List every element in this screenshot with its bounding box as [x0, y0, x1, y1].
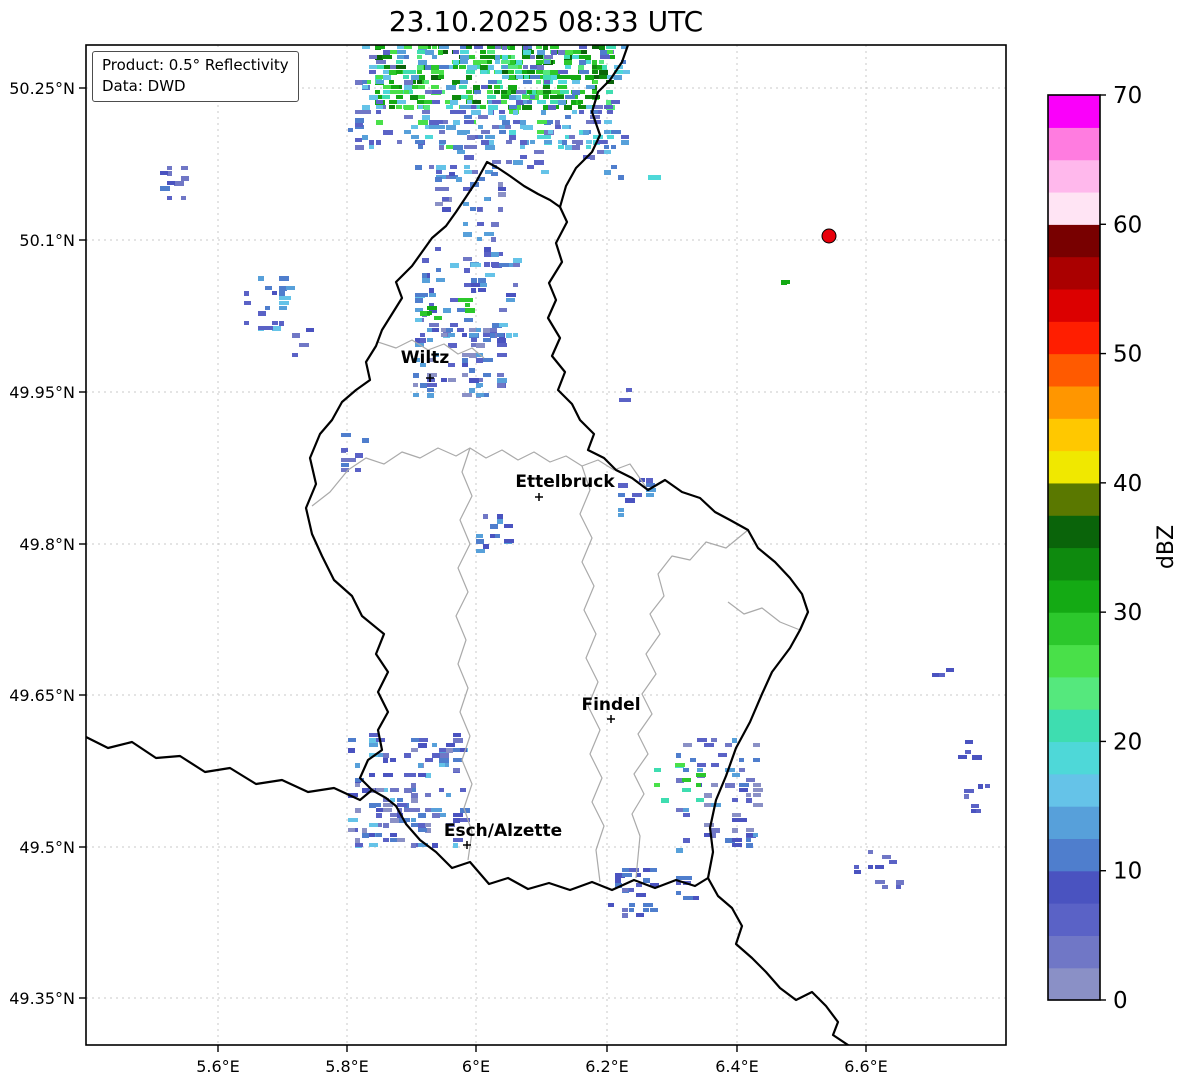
colorbar-tick-label: 70: [1113, 83, 1142, 109]
colorbar-band: [1048, 127, 1100, 161]
lon-tick-label: 6.6°E: [844, 1057, 888, 1076]
country-border-line: [558, 45, 630, 209]
lon-tick-label: 5.8°E: [325, 1057, 369, 1076]
product-info-line: Product: 0.5° Reflectivity: [102, 56, 289, 74]
city-plus-marker: [426, 374, 434, 382]
colorbar-band: [1048, 547, 1100, 581]
plot-title: 23.10.2025 08:33 UTC: [388, 5, 704, 38]
lat-tick-label: 49.35°N: [9, 989, 75, 1008]
colorbar-band: [1048, 353, 1100, 387]
grid-lines: [86, 45, 1006, 1045]
lat-tick-label: 49.5°N: [19, 838, 75, 857]
lon-tick-label: 5.6°E: [196, 1057, 240, 1076]
city-plus-marker: [607, 715, 615, 723]
city-label: Findel: [581, 695, 640, 715]
colorbar-band: [1048, 191, 1100, 225]
country-border-line: [706, 876, 850, 1045]
colorbar-band: [1048, 256, 1100, 290]
country-borders: [86, 45, 850, 1045]
product-info-box: Product: 0.5° Reflectivity Data: DWD: [92, 51, 299, 103]
colorbar-band: [1048, 515, 1100, 549]
radar-site-dot: [821, 228, 837, 244]
colorbar-tick-label: 50: [1113, 342, 1142, 368]
colorbar-tick-label: 20: [1113, 729, 1142, 755]
colorbar-band: [1048, 482, 1100, 516]
colorbar-band: [1048, 450, 1100, 484]
colorbar-band: [1048, 838, 1100, 872]
colorbar-outline: [1047, 94, 1101, 1001]
lat-tick-label: 49.95°N: [9, 383, 75, 402]
colorbar-band: [1048, 385, 1100, 419]
colorbar-tick-label: 40: [1113, 471, 1142, 497]
district-border-line: [631, 529, 749, 879]
colorbar-unit-label: dBZ: [1153, 524, 1179, 570]
colorbar-band: [1048, 676, 1100, 710]
colorbar-band: [1048, 321, 1100, 355]
colorbar-band: [1048, 870, 1100, 904]
district-border-line: [377, 339, 485, 359]
lat-tick-label: 50.1°N: [19, 231, 75, 250]
colorbar-band: [1048, 709, 1100, 743]
colorbar: 0 10 20 30 40 50 60 70: [1047, 83, 1142, 1014]
district-border-line: [579, 465, 605, 883]
axis-ticks-and-labels: 50.25°N 50.1°N 49.95°N 49.8°N 49.65°N 49.5°N 4…: [9, 79, 888, 1076]
country-border-line: [86, 735, 374, 802]
colorbar-band: [1048, 579, 1100, 613]
lat-tick-label: 50.25°N: [9, 79, 75, 98]
colorbar-band: [1048, 741, 1100, 775]
colorbar-band: [1048, 935, 1100, 969]
city-plus-marker: [535, 493, 543, 501]
plot-border: [85, 44, 1007, 1046]
district-border-line: [727, 601, 801, 631]
lon-tick-label: 6.4°E: [715, 1057, 759, 1076]
colorbar-band: [1048, 159, 1100, 193]
radar-echoes: [160, 45, 990, 918]
data-source-line: Data: DWD: [102, 76, 186, 95]
district-border-line: [455, 447, 473, 861]
colorbar-band: [1048, 288, 1100, 322]
lat-tick-label: 49.65°N: [9, 686, 75, 705]
colorbar-band: [1048, 418, 1100, 452]
city-label: Wiltz: [401, 348, 450, 368]
colorbar-band: [1048, 903, 1100, 936]
colorbar-band: [1048, 967, 1100, 1001]
colorbar-band: [1048, 773, 1100, 807]
lon-tick-label: 6°E: [462, 1057, 490, 1076]
colorbar-band: [1048, 612, 1100, 646]
colorbar-band: [1048, 224, 1100, 258]
colorbar-tick-label: 10: [1113, 859, 1142, 885]
city-label: Ettelbruck: [515, 472, 615, 492]
colorbar-tick-label: 60: [1113, 212, 1142, 238]
colorbar-band: [1048, 644, 1100, 678]
colorbar-tick-label: 30: [1113, 600, 1142, 626]
city-annotations: Wiltz Ettelbruck Findel Esch/Alzette: [401, 348, 641, 849]
city-plus-marker: [463, 841, 471, 849]
district-borders: [311, 339, 801, 883]
lon-tick-label: 6.2°E: [585, 1057, 629, 1076]
country-border-line: [304, 160, 810, 892]
colorbar-tick-label: 0: [1113, 988, 1128, 1014]
colorbar-band: [1048, 95, 1100, 128]
lat-tick-label: 49.8°N: [19, 535, 75, 554]
city-label: Esch/Alzette: [444, 821, 562, 841]
district-border-line: [311, 447, 649, 507]
colorbar-band: [1048, 806, 1100, 839]
